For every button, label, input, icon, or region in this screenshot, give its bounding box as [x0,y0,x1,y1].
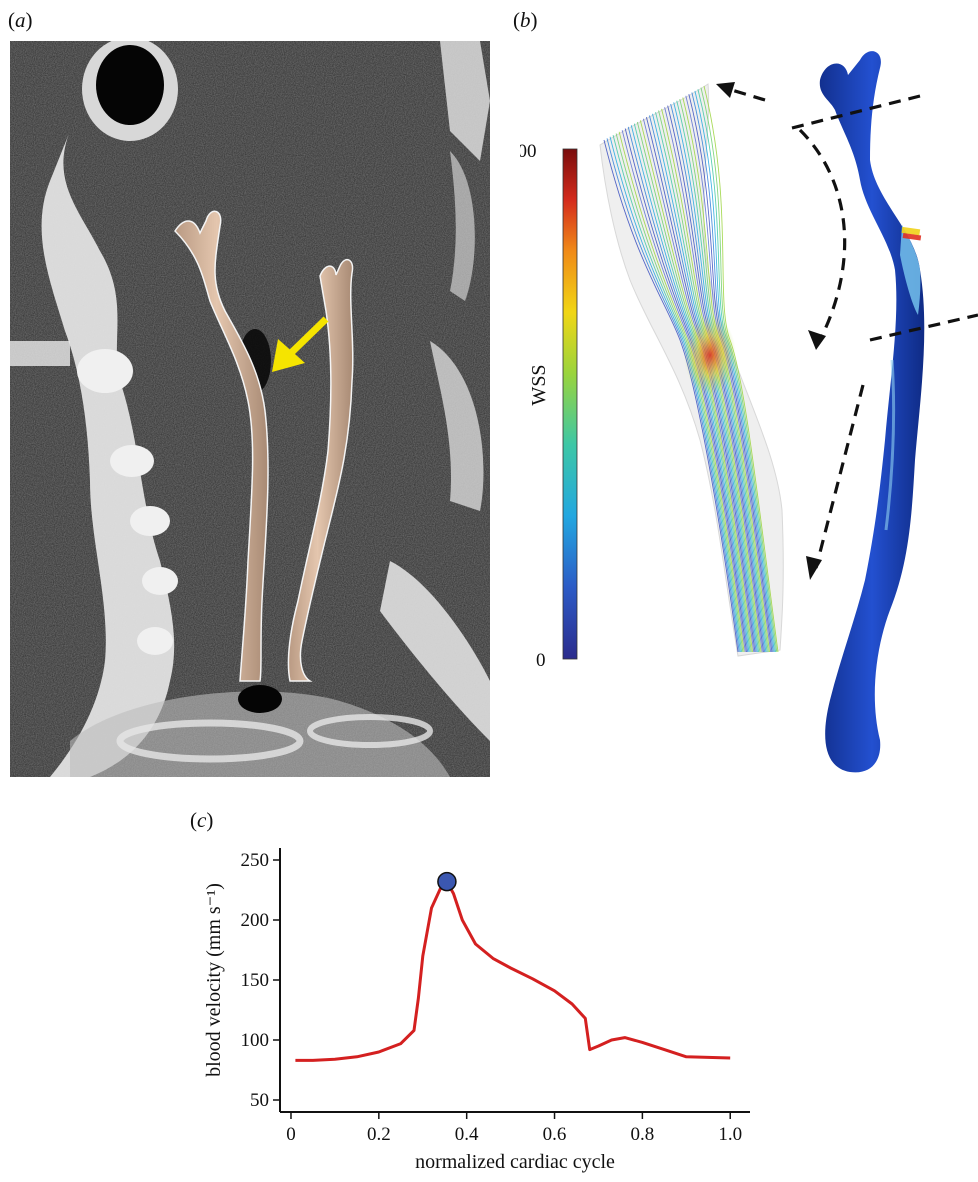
y-tick-label: 250 [241,850,270,871]
stenosis-arrow-icon [272,316,329,372]
velocity-streamlines [603,85,779,653]
chart-axes [279,848,750,1113]
arrowhead-up-icon [716,82,735,98]
x-tick-label: 0.4 [455,1124,479,1145]
y-tick-label: 50 [250,1090,269,1111]
peak-velocity-marker [437,871,457,892]
spine-structure [41,131,175,777]
y-tick-label: 150 [241,970,270,991]
y-tick-label: 100 [241,1030,270,1051]
panel-label-c: (c) [190,808,214,832]
wss-max-label: 200 [520,141,537,162]
x-axis-label: normalized cardiac cycle [415,1151,615,1173]
velocity-chart: 0 0.2 0.4 0.6 0.8 1.0 50 100 150 200 250 normalize… [203,848,750,1173]
right-carotid-vessel [287,258,354,682]
panel-label-b: (b) [513,8,538,32]
ct-scan-image [10,41,490,777]
wss-colorbar-label: WSS [528,364,550,405]
y-tick-label: 200 [241,910,270,931]
x-tick-label: 0.2 [367,1124,391,1145]
x-tick-label: 0 [286,1124,296,1145]
streamline [603,139,739,653]
arrowhead-down-icon [806,556,822,580]
pharynx-lumen [238,685,282,713]
panel-label-a: (a) [8,8,33,32]
arrowhead-curve-icon [808,330,826,350]
streamline [606,138,740,653]
velocity-curve [295,880,731,1062]
streamline [609,136,741,653]
wss-panel: 200 0 WSS [520,51,978,773]
wss-min-label: 0 [536,650,546,671]
x-tick-label: 0.8 [631,1124,655,1145]
wss-hotspot [684,315,736,395]
dashed-guide-arrows [724,86,978,569]
x-tick-label: 0.6 [543,1124,567,1145]
y-axis-label: blood velocity (mm s⁻¹) [203,883,225,1077]
left-carotid-vessel [174,210,269,682]
vessel-wss-model [819,51,925,773]
wss-colorbar [562,148,578,660]
airway-lumen [96,45,164,125]
x-tick-label: 1.0 [718,1124,742,1145]
